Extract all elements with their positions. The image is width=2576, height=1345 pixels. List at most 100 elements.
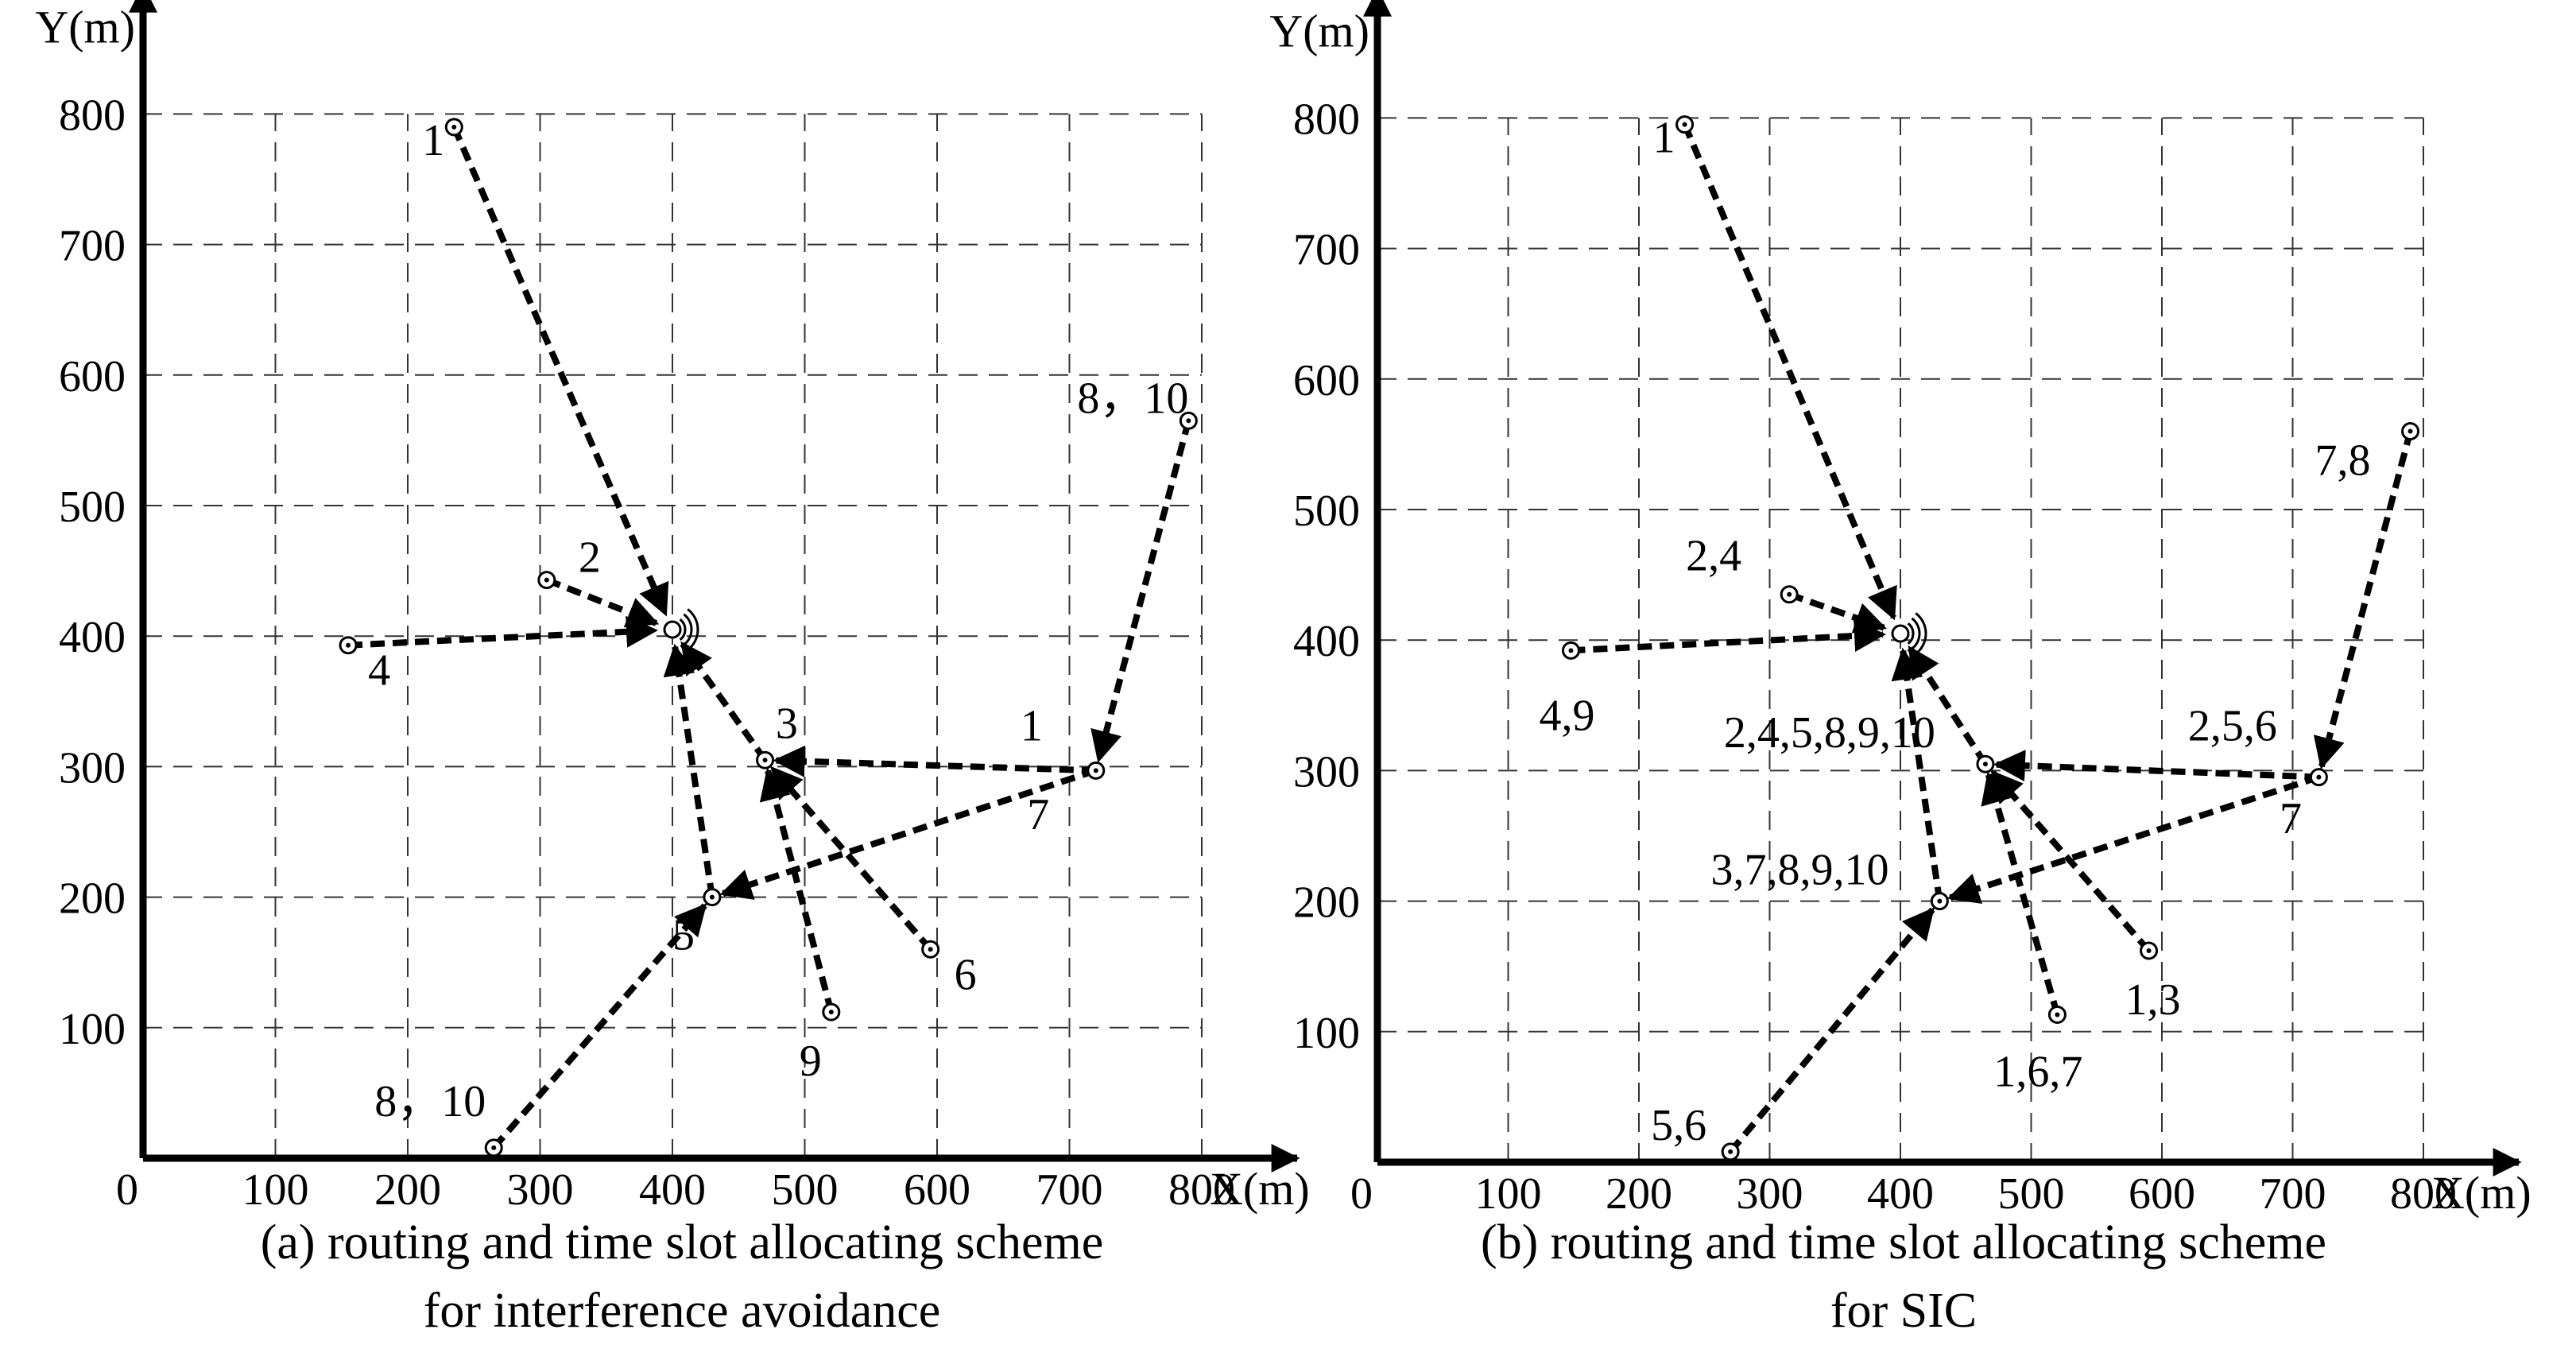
link-b-n8-to-n5 <box>1728 907 1935 1154</box>
y-tick-label-a-500: 500 <box>59 483 126 532</box>
link-label-b-0: 2,4,5,8,9,10 <box>1724 708 1935 758</box>
x-tick-label-a-0: 0 <box>116 1165 138 1215</box>
node-label-a-n4: 4 <box>368 646 390 696</box>
link-b-n1-to-bs <box>1681 123 1897 621</box>
x-tick-label-b-700: 700 <box>2260 1169 2326 1219</box>
node-label-a-n9: 9 <box>800 1037 822 1086</box>
y-axis-label-b: Y(m) <box>1269 5 1369 56</box>
link-a-n6-to-n3 <box>769 766 933 952</box>
node-dot-a-n2 <box>544 577 549 583</box>
node-dot-a-n10 <box>1186 418 1191 424</box>
link-a-n2-to-bs <box>545 576 660 628</box>
y-tick-label-a-300: 300 <box>59 743 126 793</box>
y-tick-label-a-700: 700 <box>59 222 126 271</box>
link-b-n5-to-bs <box>1891 647 1943 902</box>
node-dot-b-n8 <box>1728 1149 1733 1154</box>
y-tick-label-a-200: 200 <box>59 874 126 924</box>
node-dot-b-n10 <box>2407 428 2413 434</box>
x-tick-label-a-400: 400 <box>639 1165 706 1215</box>
link-label-b-1: 2,5,6 <box>2188 702 2277 751</box>
antenna-icon-wave-a-2 <box>687 608 699 651</box>
caption-a-line1: (a) routing and time slot allocating sch… <box>260 1215 1104 1269</box>
x-tick-label-a-200: 200 <box>374 1165 441 1215</box>
antenna-icon-wave-a-1 <box>683 613 693 646</box>
y-tick-label-b-300: 300 <box>1293 747 1360 797</box>
y-tick-label-b-200: 200 <box>1293 878 1360 928</box>
node-label-b-n6: 1,3 <box>2125 975 2181 1025</box>
link-a-n7-to-n3 <box>773 745 1096 777</box>
y-tick-label-a-600: 600 <box>59 352 126 401</box>
node-label-a-n6: 6 <box>955 950 977 999</box>
link-a-n9-to-n3 <box>759 767 835 1014</box>
node-label-b-n8: 5,6 <box>1651 1101 1706 1150</box>
y-tick-label-a-100: 100 <box>59 1005 126 1054</box>
link-label-b-3: 3,7,8,9,10 <box>1710 845 1888 894</box>
node-label-a-n8: 8，10 <box>374 1077 486 1126</box>
x-axis-label-b: X(m) <box>2431 1167 2531 1219</box>
base-station-b <box>1891 624 1910 643</box>
node-dot-b-n4 <box>1568 648 1574 653</box>
link-b-n7-to-n5 <box>1947 773 2320 905</box>
link-label-a-0: 3 <box>776 699 798 748</box>
node-dot-a-n8 <box>491 1145 497 1150</box>
panel-a-routing-interference-avoidance: 0 100 200 300 400 500 600 700 800 100 200 300 400 500… <box>35 0 1310 1215</box>
x-tick-label-a-300: 300 <box>507 1165 574 1215</box>
link-a-n1-to-bs <box>451 126 669 617</box>
link-label-a-2: 7 <box>1027 790 1049 839</box>
link-label-a-1: 1 <box>1021 702 1043 751</box>
x-tick-label-a-600: 600 <box>904 1165 970 1215</box>
link-b-n6-to-n3 <box>1990 769 2152 953</box>
antenna-icon-wave-a-0 <box>679 618 687 641</box>
x-axis-label-a: X(m) <box>1210 1163 1310 1215</box>
link-b-n10-to-n7 <box>2313 430 2414 769</box>
link-a-n5-to-bs <box>663 643 715 898</box>
node-label-b-n10: 7,8 <box>2315 436 2371 485</box>
y-tick-label-a-800: 800 <box>59 91 126 140</box>
link-a-n4-to-bs <box>347 615 659 649</box>
node-dot-a-n9 <box>828 1010 834 1015</box>
node-dot-a-n4 <box>346 642 351 648</box>
node-dot-b-n6 <box>2146 948 2152 953</box>
x-tick-label-b-100: 100 <box>1475 1169 1542 1219</box>
x-tick-label-b-0: 0 <box>1350 1169 1373 1219</box>
panel-b-routing-sic: 0 100 200 300 400 500 600 700 800 100 200 300 400 500… <box>1269 0 2531 1219</box>
caption-b-line2: for SIC <box>1830 1284 1978 1338</box>
antenna-icon-wave-b-1 <box>1911 617 1921 650</box>
y-axis-label-a: Y(m) <box>35 1 135 52</box>
y-tick-label-b-400: 400 <box>1293 617 1360 666</box>
x-tick-label-a-700: 700 <box>1036 1165 1103 1215</box>
x-tick-label-b-800: 800 <box>2390 1169 2457 1219</box>
node-dot-a-n3 <box>762 758 768 763</box>
node-dot-b-n3 <box>1982 762 1988 767</box>
x-tick-label-b-300: 300 <box>1737 1169 1803 1219</box>
y-tick-label-b-700: 700 <box>1293 226 1360 275</box>
link-a-n8-to-n5 <box>491 903 707 1150</box>
x-tick-label-b-600: 600 <box>2129 1169 2195 1219</box>
y-tick-label-a-400: 400 <box>59 613 126 662</box>
node-dot-a-n6 <box>928 947 933 952</box>
link-b-n4-to-bs <box>1571 619 1887 654</box>
y-tick-label-b-500: 500 <box>1293 486 1360 536</box>
y-tick-label-b-800: 800 <box>1293 95 1360 144</box>
antenna-icon-wave-b-0 <box>1907 622 1915 645</box>
link-a-n10-to-n7 <box>1090 420 1192 763</box>
caption-panel-b: (b) routing and time slot allocating sch… <box>1307 1208 2500 1345</box>
node-label-b-n9: 1,6,7 <box>1993 1047 2082 1096</box>
antenna-icon-wave-b-2 <box>1915 612 1927 655</box>
caption-a-line2: for interference avoidance <box>423 1284 941 1338</box>
node-dot-b-n9 <box>2055 1012 2060 1017</box>
node-dot-b-n1 <box>1682 122 1687 127</box>
node-dot-a-n1 <box>451 124 457 130</box>
link-b-n9-to-n3 <box>1981 771 2061 1016</box>
node-label-a-n10: 8，10 <box>1077 374 1188 423</box>
node-label-b-n1: 1 <box>1653 114 1675 163</box>
x-tick-label-b-400: 400 <box>1867 1169 1934 1219</box>
caption-panel-a: (a) routing and time slot allocating sch… <box>86 1208 1278 1345</box>
link-label-b-2: 7 <box>2280 794 2302 843</box>
node-label-b-n4: 4,9 <box>1539 691 1594 740</box>
base-station-a <box>663 620 682 639</box>
link-a-n3-to-bs <box>680 641 768 762</box>
node-dot-b-n7 <box>2316 774 2322 780</box>
node-dot-b-n5 <box>1937 898 1943 904</box>
